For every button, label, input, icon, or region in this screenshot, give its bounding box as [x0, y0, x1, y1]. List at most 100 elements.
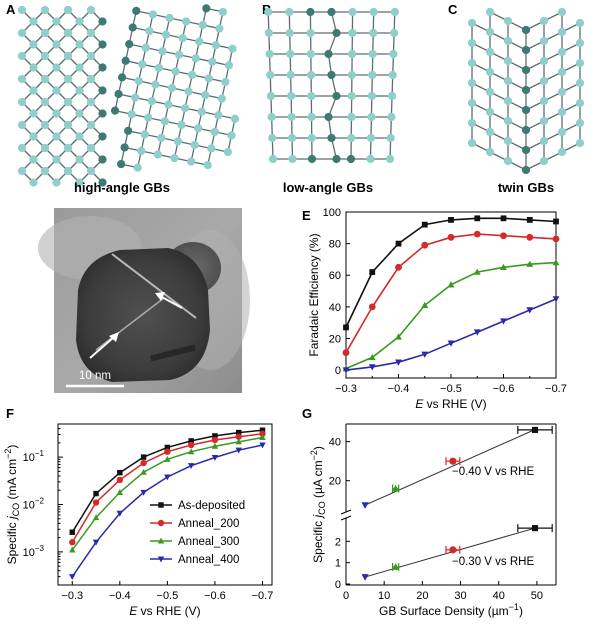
- lattice-a-right-atom: [194, 124, 203, 133]
- lattice-a-right-atom: [144, 113, 153, 122]
- lattice-a-left-atom: [52, 155, 61, 164]
- lattice-a-right-atom: [217, 94, 226, 103]
- lattice-c-atom: [485, 7, 495, 17]
- data-point: [531, 525, 539, 532]
- data-point: [500, 263, 507, 271]
- lattice-a-right-atom: [160, 117, 170, 126]
- lattice-a-left-atom: [86, 28, 96, 38]
- lattice-a-left-atom: [40, 5, 50, 15]
- lattice-a-left-atom: [52, 132, 61, 141]
- twin-gb-lattice: [467, 7, 585, 175]
- x-tick-label: −0.4: [109, 590, 131, 602]
- lattice-b-atom: [369, 7, 378, 17]
- lattice-b-atom: [268, 133, 277, 143]
- lattice-a-left-atom: [98, 178, 107, 187]
- data-point: [116, 489, 124, 495]
- lattice-a-right-atom: [131, 93, 140, 102]
- data-point: [69, 539, 76, 546]
- lattice-a-right-atom: [147, 96, 156, 106]
- lattice-a-left-atom: [29, 132, 38, 141]
- x-tick-label: 0: [343, 590, 349, 602]
- lattice-b-atom: [389, 49, 398, 59]
- lattice-c-atom: [521, 45, 531, 55]
- tem-image: 10 nm: [38, 208, 250, 393]
- lattice-a-left-atom: [98, 63, 107, 72]
- lattice-c-atom: [575, 118, 585, 128]
- lattice-b-atom: [287, 91, 296, 101]
- lattice-c-atom: [503, 56, 513, 66]
- lattice-b-atom: [327, 70, 336, 80]
- lattice-a-right-atom: [171, 67, 180, 76]
- lattice-a-right-atom: [125, 40, 134, 49]
- lattice-a-left-atom: [29, 155, 38, 164]
- low-angle-gb-lattice: [264, 7, 399, 164]
- lattice-b-atom: [332, 154, 341, 164]
- data-point: [92, 499, 100, 506]
- data-point: [421, 301, 429, 308]
- lattice-a-right-atom: [120, 143, 129, 152]
- data-point: [259, 430, 266, 438]
- lattice-a-left-atom: [86, 120, 96, 130]
- lattice-b-atom: [324, 49, 333, 59]
- lattice-c-atom: [557, 67, 567, 77]
- data-point: [473, 230, 481, 238]
- lattice-a-left-atom: [29, 178, 38, 187]
- panel-letter-a: A: [6, 2, 16, 17]
- lattice-a-left-atom: [40, 51, 50, 61]
- x-tick-label: −0.6: [204, 590, 226, 602]
- x-tick-label: 30: [454, 590, 466, 602]
- legend-label: Anneal_300: [178, 536, 239, 548]
- lattice-b-atom: [332, 28, 341, 38]
- x-tick-label: −0.5: [440, 383, 462, 395]
- panel-letter-g: G: [302, 406, 312, 421]
- lattice-c-atom: [575, 18, 585, 28]
- lattice-c-atom: [503, 76, 513, 86]
- data-point: [552, 296, 560, 303]
- legend-marker: [157, 519, 165, 527]
- caption-twin-gbs: twin GBs: [498, 180, 554, 195]
- lattice-a-right-atom: [140, 130, 149, 139]
- data-point: [395, 263, 402, 271]
- data-point: [188, 438, 194, 444]
- lattice-a-right-atom: [223, 147, 233, 157]
- x-tick-label: 20: [416, 590, 428, 602]
- lattice-b-atom: [367, 112, 376, 122]
- data-point: [368, 303, 376, 311]
- x-axis-label: GB Surface Density (µm−1): [379, 602, 523, 618]
- lattice-a-right-atom: [157, 133, 166, 142]
- tem-arrow-2-head: [109, 332, 119, 342]
- data-point: [117, 469, 123, 476]
- lattice-a-left-atom: [40, 166, 50, 176]
- y-tick-label: 2: [335, 536, 341, 548]
- lattice-a-right-atom: [114, 89, 123, 99]
- data-point: [361, 502, 369, 509]
- panel-letter-e: E: [302, 208, 311, 223]
- lattice-a-left-atom: [52, 40, 61, 49]
- lattice-b-atom: [367, 91, 376, 101]
- lattice-a-left-atom: [17, 97, 27, 107]
- lattice-b-atom: [307, 91, 316, 101]
- lattice-c-atom: [539, 56, 549, 66]
- data-point: [361, 574, 369, 581]
- lattice-b-atom: [332, 91, 341, 101]
- lattice-a-left-atom: [29, 86, 38, 95]
- lattice-a-left-atom: [17, 120, 27, 130]
- data-point: [395, 333, 402, 340]
- lattice-a-right-atom: [224, 61, 234, 70]
- lattice-a-left-atom: [75, 17, 84, 26]
- lattice-a-left-atom: [17, 166, 27, 176]
- lattice-c-atom: [467, 38, 477, 48]
- data-point: [421, 351, 429, 358]
- data-point: [187, 463, 195, 470]
- lattice-b-atom: [307, 154, 317, 164]
- data-point: [421, 221, 428, 228]
- data-point: [526, 217, 533, 223]
- lattice-b-atom: [306, 49, 315, 59]
- lattice-b-atom: [266, 91, 276, 101]
- data-point: [140, 459, 147, 467]
- lattice-a-left-atom: [86, 166, 96, 176]
- lattice-a-left-atom: [29, 40, 38, 49]
- lattice-c-atom: [521, 65, 531, 75]
- y-tick-label: 10−1: [23, 449, 45, 464]
- lattice-a-left-atom: [75, 63, 84, 72]
